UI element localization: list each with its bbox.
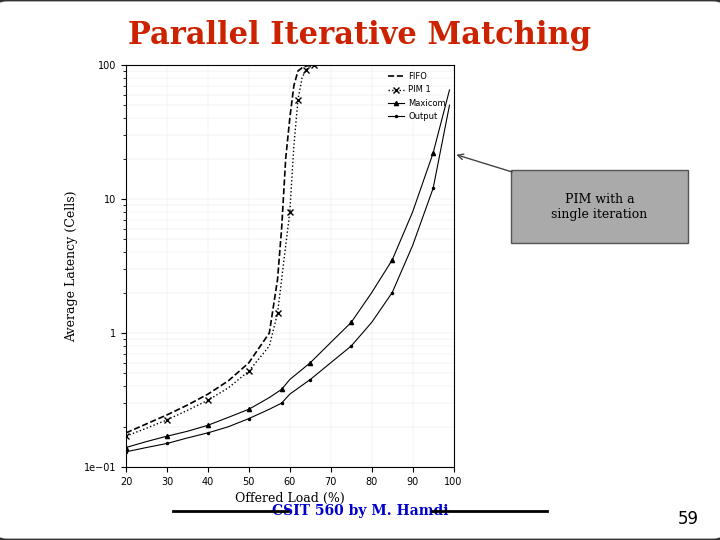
Output: [285, 391, 294, 397]
FIFO: [294, 68, 302, 74]
Maxicom: [306, 360, 315, 366]
Output: [245, 415, 253, 422]
FIFO: [277, 225, 286, 232]
PIM 1: [298, 75, 307, 81]
Output: [367, 319, 376, 326]
Output: [408, 242, 417, 248]
PIM 1: [294, 96, 302, 103]
FIFO: [224, 377, 233, 384]
Output: [224, 423, 233, 430]
FIFO: [273, 276, 282, 283]
Maxicom: [122, 444, 130, 451]
PIM 1: [122, 433, 130, 440]
Output: [142, 444, 150, 451]
Maxicom: [245, 406, 253, 413]
FIFO: [163, 411, 171, 418]
FIFO: [310, 62, 319, 68]
FIFO: [289, 82, 298, 89]
PIM 1: [224, 384, 233, 391]
Maxicom: [388, 257, 397, 264]
Maxicom: [142, 438, 150, 445]
Line: Maxicom: Maxicom: [124, 88, 451, 450]
Output: [429, 185, 438, 192]
Line: FIFO: FIFO: [126, 65, 315, 433]
FIFO: [142, 421, 150, 427]
PIM 1: [245, 368, 253, 374]
Maxicom: [347, 319, 356, 326]
PIM 1: [142, 425, 150, 431]
Maxicom: [408, 208, 417, 215]
PIM 1: [314, 62, 323, 68]
FIFO: [302, 63, 310, 69]
FIFO: [122, 430, 130, 436]
Line: PIM 1: PIM 1: [123, 62, 321, 439]
PIM 1: [163, 417, 171, 423]
PIM 1: [289, 143, 298, 149]
PIM 1: [285, 208, 294, 215]
FIFO: [282, 156, 290, 162]
Output: [163, 440, 171, 447]
Text: Parallel Iterative Matching: Parallel Iterative Matching: [128, 19, 592, 51]
PIM 1: [183, 407, 192, 414]
Maxicom: [285, 376, 294, 383]
FIFO: [285, 115, 294, 122]
Legend: FIFO, PIM 1, Maxicom, Output: FIFO, PIM 1, Maxicom, Output: [384, 69, 449, 124]
Output: [306, 376, 315, 383]
Maxicom: [183, 428, 192, 435]
FIFO: [183, 402, 192, 408]
FIFO: [245, 360, 253, 366]
Output: [326, 360, 335, 366]
PIM 1: [273, 310, 282, 316]
Maxicom: [445, 86, 454, 93]
Output: [183, 435, 192, 441]
Output: [122, 449, 130, 455]
Text: CSIT 560 by M. Hamdi: CSIT 560 by M. Hamdi: [271, 504, 449, 518]
Output: [388, 289, 397, 296]
PIM 1: [265, 343, 274, 349]
Maxicom: [163, 433, 171, 440]
Output: [445, 102, 454, 109]
Output: [347, 343, 356, 349]
Maxicom: [326, 339, 335, 346]
Output: [265, 406, 274, 413]
Output: [277, 400, 286, 407]
Text: PIM with a
single iteration: PIM with a single iteration: [552, 193, 647, 220]
Maxicom: [224, 414, 233, 421]
FIFO: [306, 62, 315, 69]
Maxicom: [204, 422, 212, 429]
PIM 1: [277, 276, 286, 283]
X-axis label: Offered Load (%): Offered Load (%): [235, 492, 345, 505]
Y-axis label: Average Latency (Cells): Average Latency (Cells): [66, 190, 78, 342]
PIM 1: [310, 62, 319, 69]
FIFO: [204, 391, 212, 397]
Line: Output: Output: [124, 103, 451, 454]
Maxicom: [367, 289, 376, 296]
FIFO: [298, 65, 307, 71]
Maxicom: [265, 394, 274, 401]
PIM 1: [302, 66, 310, 73]
Maxicom: [277, 386, 286, 393]
FIFO: [265, 330, 274, 336]
PIM 1: [204, 397, 212, 403]
PIM 1: [306, 63, 315, 70]
Text: 59: 59: [678, 510, 698, 529]
FancyBboxPatch shape: [511, 170, 688, 243]
Maxicom: [429, 150, 438, 156]
Output: [204, 430, 212, 436]
